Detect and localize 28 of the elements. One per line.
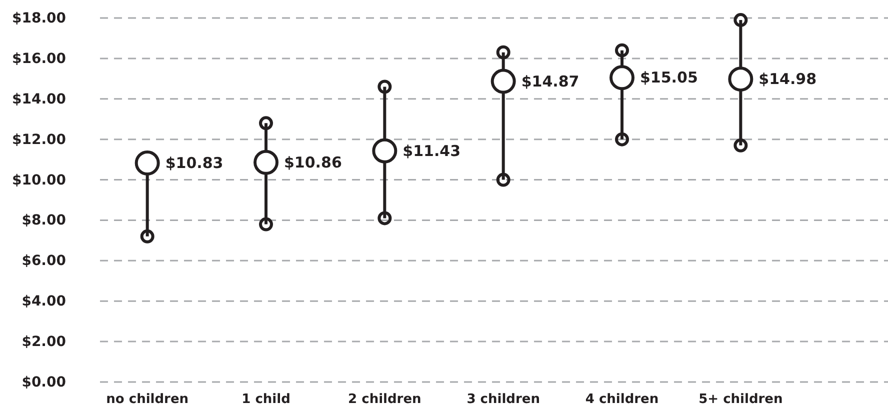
x-tick-label: no children: [106, 392, 189, 408]
point: [728, 66, 754, 92]
y-tick-label: $2.00: [22, 334, 66, 350]
data-label: $10.86: [284, 153, 342, 172]
y-tick-label: $14.00: [12, 91, 66, 108]
y-tick-label: $0.00: [22, 374, 66, 390]
point: [134, 150, 160, 176]
y-tick-label: $4.00: [22, 294, 66, 310]
x-tick-label: 3 children: [466, 392, 540, 408]
x-tick-label: 2 children: [348, 392, 422, 408]
data-label: $11.43: [402, 142, 461, 160]
x-tick-label: 4 children: [585, 392, 659, 408]
data-label: $10.83: [165, 154, 224, 172]
y-tick-label: $18.00: [12, 10, 66, 26]
data-label: $15.05: [640, 68, 698, 87]
y-tick-label: $8.00: [22, 212, 66, 229]
point: [372, 138, 398, 164]
y-tick-label: $12.00: [12, 132, 66, 148]
point: [610, 65, 634, 90]
data-label: $14.87: [521, 72, 580, 90]
y-tick-label: $6.00: [22, 253, 66, 270]
point: [490, 68, 516, 94]
x-tick-label: 1 child: [242, 392, 290, 408]
point: [254, 150, 278, 175]
x-tick-label: 5+ children: [698, 392, 783, 408]
y-tick-label: $16.00: [12, 50, 66, 67]
data-label: $14.98: [758, 70, 817, 88]
y-tick-label: $10.00: [12, 172, 66, 188]
